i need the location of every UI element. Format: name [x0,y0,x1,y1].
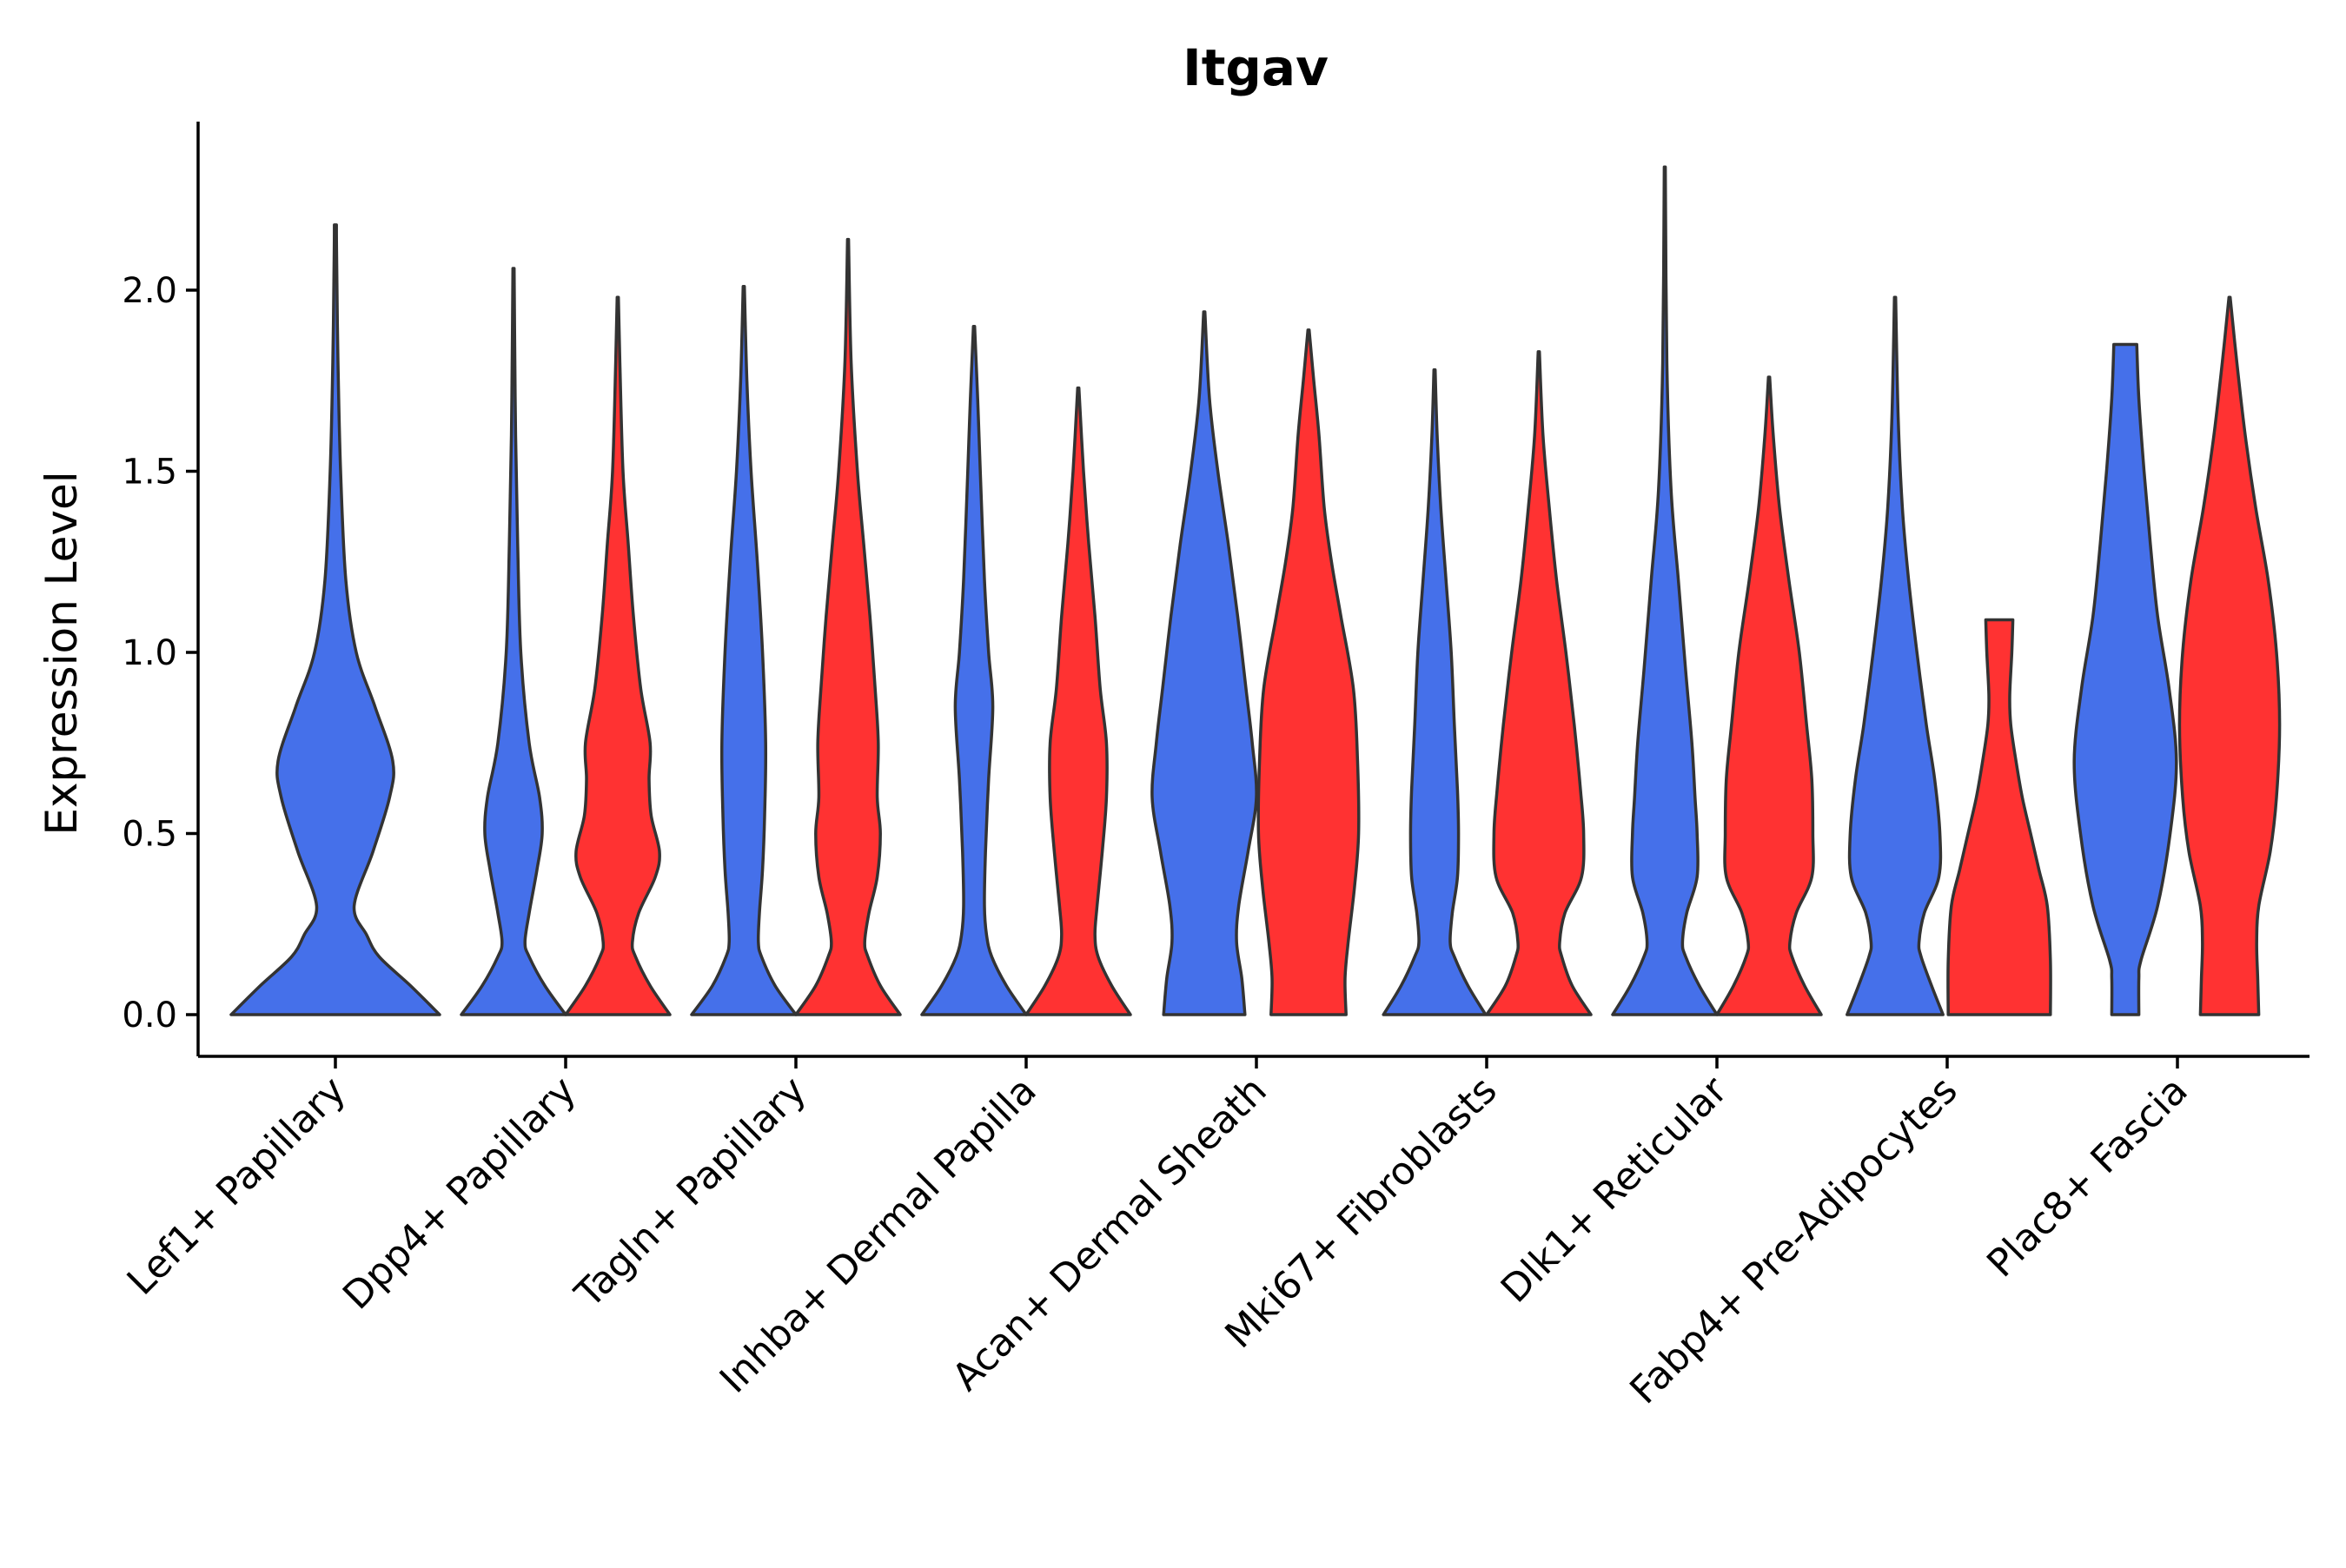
violin-mki67-fibroblasts-blue [1382,367,1488,1016]
violin-dpp4-papillary-red [564,295,672,1016]
x-tick-label: Lef1+ Papillary [119,1068,355,1304]
violin-acan-dermal-sheath-red [1256,328,1361,1016]
y-tick-label: 2.0 [122,271,177,311]
violin-plac8-fascia-red [2177,295,2282,1016]
violin-plac8-fascia-blue [2072,342,2178,1016]
x-tick-label: Tagln+ Papillary [567,1068,815,1317]
violin-mki67-fibroblasts-red [1485,350,1593,1016]
x-tick-label: Dpp4+ Papillary [335,1068,585,1319]
y-axis-label: Expression Level [36,471,87,835]
violin-fabp4-pre-adipocytes-red [1946,618,2052,1016]
x-tick-label: Plac8+ Fascia [1978,1068,2197,1287]
violin-tagln-papillary-red [794,237,902,1016]
violin-dlk1-reticular-red [1715,375,1823,1016]
violin-lef1-papillary-blue [229,223,441,1016]
y-tick-label: 1.5 [122,453,177,493]
y-tick-label: 0.0 [122,996,177,1035]
violin-fabp4-pre-adipocytes-blue [1846,295,1945,1016]
violin-dpp4-papillary-blue [460,267,567,1016]
x-tick-label: Dlk1+ Reticular [1493,1068,1737,1312]
violins-group [229,165,2282,1016]
violin-inhba-dermal-papilla-blue [920,324,1028,1016]
y-tick-label: 1.0 [122,633,177,673]
violin-acan-dermal-sheath-blue [1150,310,1258,1016]
violin-tagln-papillary-blue [690,285,798,1016]
violin-inhba-dermal-papilla-red [1024,386,1132,1016]
chart-title: Itgav [1183,38,1329,97]
y-tick-label: 0.5 [122,815,177,855]
violin-dlk1-reticular-blue [1611,165,1719,1016]
y-axis: 0.0 0.5 1.0 1.5 2.0 [122,122,200,1056]
